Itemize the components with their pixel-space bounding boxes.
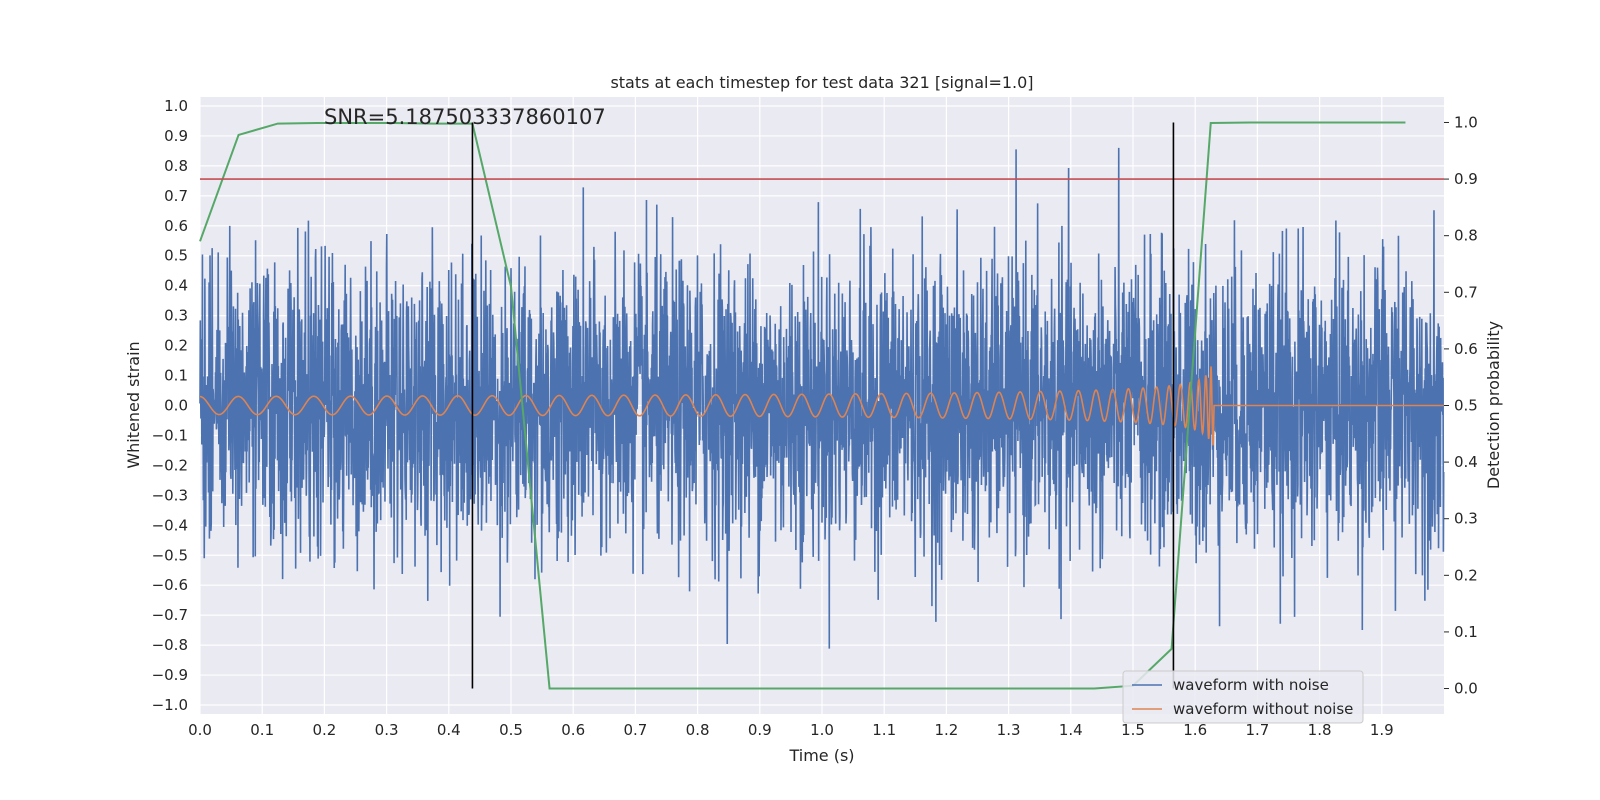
snr-annotation: SNR=5.187503337860107 bbox=[324, 105, 606, 129]
x-tick-label: 0.7 bbox=[623, 721, 647, 739]
legend-label-clean: waveform without noise bbox=[1173, 700, 1353, 718]
y-tick-label: 0.4 bbox=[164, 277, 188, 295]
x-tick-label: 0.6 bbox=[561, 721, 585, 739]
x-tick-label: 1.7 bbox=[1245, 721, 1269, 739]
legend: waveform with noise waveform without noi… bbox=[1122, 670, 1364, 724]
x-tick-label: 1.1 bbox=[872, 721, 896, 739]
y2-tick-label: 0.1 bbox=[1454, 623, 1478, 641]
x-tick-label: 1.4 bbox=[1059, 721, 1083, 739]
y-tick-label: 0.6 bbox=[164, 217, 188, 235]
legend-box bbox=[1122, 670, 1364, 724]
detection-probability-line bbox=[199, 121, 1406, 690]
y2-tick-label: 0.7 bbox=[1454, 283, 1478, 301]
y2-tick-label: 0.6 bbox=[1454, 340, 1478, 358]
x-tick-label: 0.8 bbox=[686, 721, 710, 739]
y-axis-ticks: 1.0 0.9 0.8 0.7 0.6 0.5 0.4 0.3 0.2 0.1 0.0 −0.1 −0.… bbox=[152, 97, 188, 714]
y2-tick-label: 0.9 bbox=[1454, 170, 1478, 188]
y2-tick-label: 0.8 bbox=[1454, 227, 1478, 245]
reference-lines bbox=[200, 122, 1444, 689]
y-tick-label: 0.8 bbox=[164, 157, 188, 175]
y-tick-label: −0.5 bbox=[152, 546, 188, 564]
x-tick-label: 1.0 bbox=[810, 721, 834, 739]
x-tick-label: 0.0 bbox=[188, 721, 212, 739]
x-tick-label: 1.5 bbox=[1121, 721, 1145, 739]
y2-tick-label: 0.0 bbox=[1454, 680, 1478, 698]
y-tick-label: 0.0 bbox=[164, 397, 188, 415]
legend-label-noisy: waveform with noise bbox=[1173, 676, 1329, 694]
x-tick-label: 0.2 bbox=[312, 721, 336, 739]
waveform-without-noise-line bbox=[199, 366, 1444, 446]
y-tick-label: −1.0 bbox=[152, 696, 188, 714]
x-tick-label: 1.8 bbox=[1308, 721, 1332, 739]
x-tick-label: 1.6 bbox=[1183, 721, 1207, 739]
y2-axis-ticks: 1.0 0.9 0.8 0.7 0.6 0.5 0.4 0.3 0.2 0.1 0.0 bbox=[1444, 113, 1478, 698]
chart-title: stats at each timestep for test data 321… bbox=[610, 73, 1033, 92]
x-tick-label: 1.2 bbox=[934, 721, 958, 739]
y-axis-label: Whitened strain bbox=[124, 341, 143, 468]
y-tick-label: −0.8 bbox=[152, 636, 188, 654]
y2-tick-label: 0.5 bbox=[1454, 397, 1478, 415]
y-tick-label: −0.4 bbox=[152, 516, 188, 534]
x-axis-label: Time (s) bbox=[788, 746, 854, 765]
y-tick-label: 0.9 bbox=[164, 127, 188, 145]
y-tick-label: −0.7 bbox=[152, 606, 188, 624]
series-detection-probability bbox=[199, 121, 1406, 690]
y2-tick-label: 1.0 bbox=[1454, 113, 1478, 131]
x-tick-label: 0.1 bbox=[250, 721, 274, 739]
y-tick-label: −0.6 bbox=[152, 576, 188, 594]
y-tick-label: −0.2 bbox=[152, 456, 188, 474]
x-axis-ticks: 0.0 0.1 0.2 0.3 0.4 0.5 0.6 0.7 0.8 0.9 1.0 1.1 1.2 1… bbox=[188, 721, 1394, 739]
x-tick-label: 0.3 bbox=[375, 721, 399, 739]
y-tick-label: 0.7 bbox=[164, 187, 188, 205]
y-tick-label: 0.2 bbox=[164, 337, 188, 355]
series-waveform-without-noise bbox=[199, 366, 1444, 446]
y-tick-label: −0.3 bbox=[152, 486, 188, 504]
y-tick-label: −0.1 bbox=[152, 426, 188, 444]
y2-tick-label: 0.2 bbox=[1454, 566, 1478, 584]
x-tick-label: 1.3 bbox=[997, 721, 1021, 739]
y-tick-label: 1.0 bbox=[164, 97, 188, 115]
y2-tick-label: 0.4 bbox=[1454, 453, 1478, 471]
x-tick-label: 0.4 bbox=[437, 721, 461, 739]
y-tick-label: 0.5 bbox=[164, 247, 188, 265]
y-tick-label: 0.3 bbox=[164, 307, 188, 325]
x-tick-label: 0.5 bbox=[499, 721, 523, 739]
y-tick-label: −0.9 bbox=[152, 666, 188, 684]
y-tick-label: 0.1 bbox=[164, 367, 188, 385]
x-tick-label: 0.9 bbox=[748, 721, 772, 739]
y2-tick-label: 0.3 bbox=[1454, 510, 1478, 528]
y2-axis-label: Detection probability bbox=[1484, 321, 1503, 489]
x-tick-label: 1.9 bbox=[1370, 721, 1394, 739]
